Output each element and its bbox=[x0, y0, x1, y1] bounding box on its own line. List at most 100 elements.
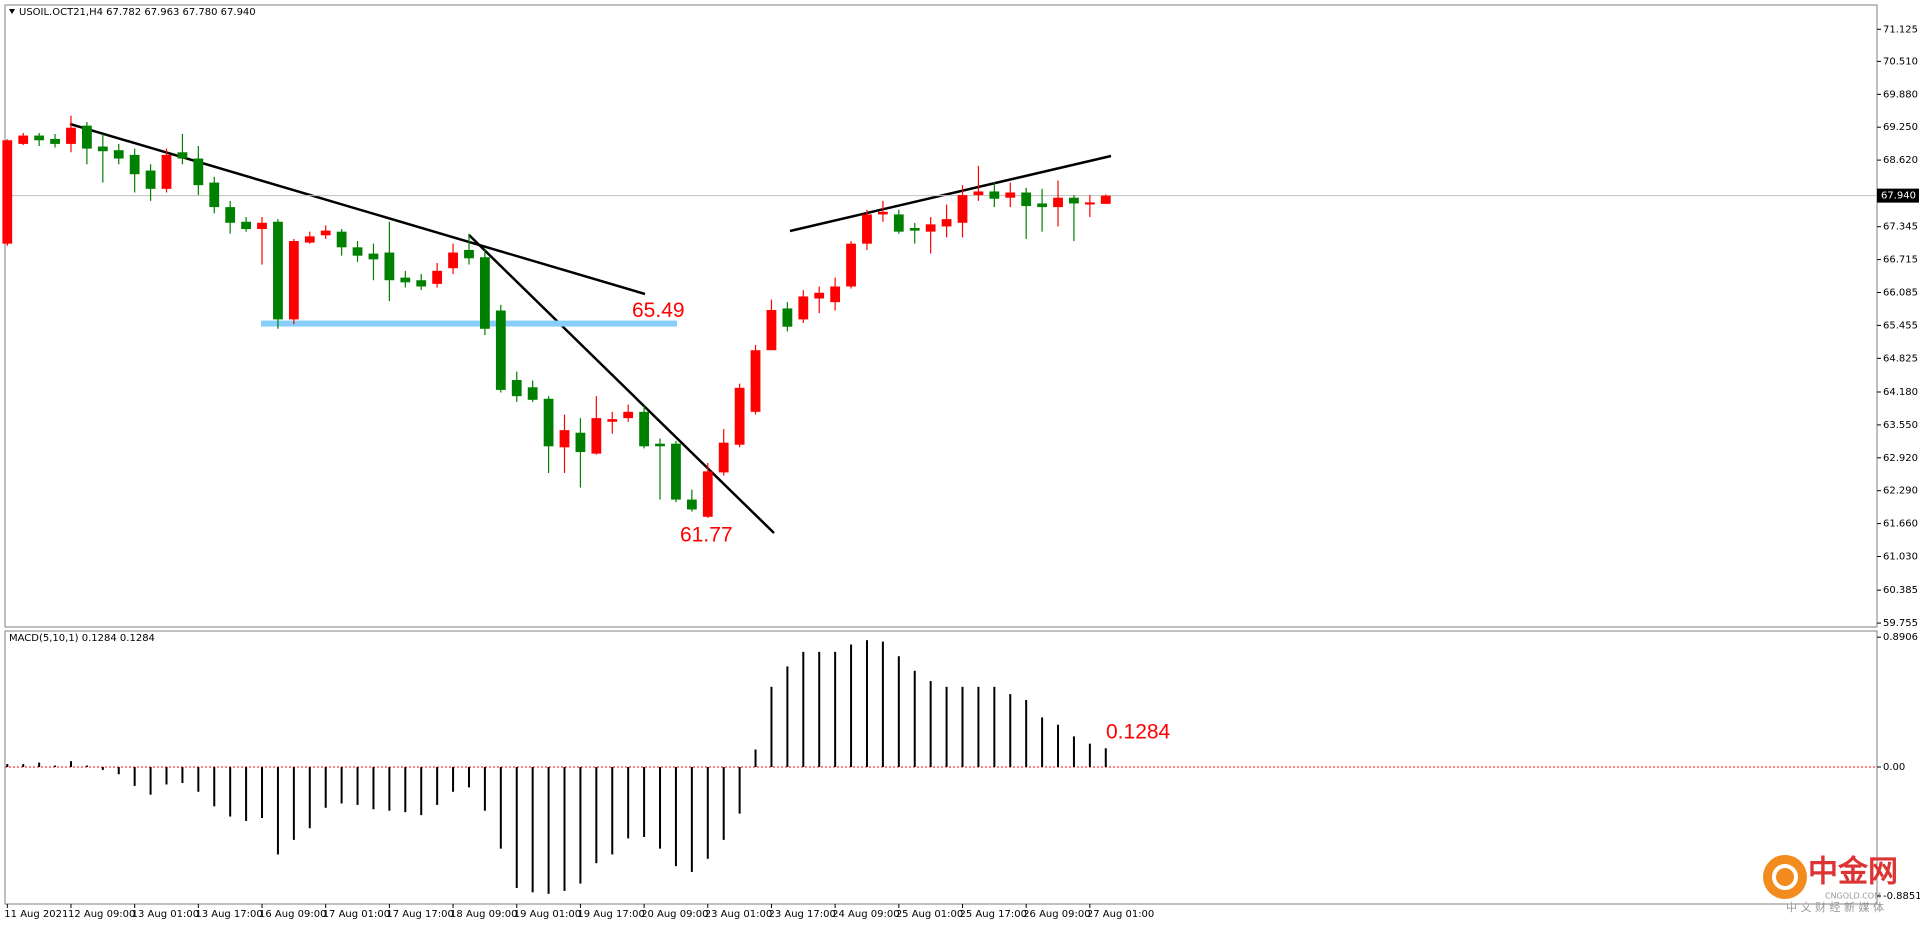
x-tick-label: 26 Aug 09:00 bbox=[1023, 909, 1090, 920]
candle-body bbox=[989, 191, 1000, 199]
x-tick-label: 25 Aug 17:00 bbox=[960, 909, 1027, 920]
x-tick-label: 11 Aug 2021 bbox=[4, 909, 68, 920]
candle-body bbox=[941, 219, 952, 227]
y-tick-label: 64.180 bbox=[1883, 387, 1918, 398]
candle-body bbox=[623, 411, 634, 419]
macd-bar bbox=[659, 766, 662, 849]
macd-bar bbox=[531, 766, 534, 893]
y-tick-label: 66.715 bbox=[1883, 255, 1918, 266]
candle-body bbox=[1037, 203, 1047, 208]
macd-bar bbox=[420, 766, 423, 816]
macd-bar bbox=[85, 765, 88, 767]
candle-body bbox=[320, 230, 331, 236]
symbol-header: USOIL.OCT21,H4 67.782 67.963 67.780 67.9… bbox=[19, 7, 256, 18]
y-tick-label: 64.825 bbox=[1883, 353, 1918, 364]
macd-bar bbox=[276, 766, 279, 855]
macd-bar bbox=[1009, 694, 1012, 767]
macd-bar bbox=[1072, 736, 1075, 767]
candle-body bbox=[798, 296, 809, 320]
macd-panel bbox=[4, 630, 1878, 905]
macd-bar bbox=[977, 686, 980, 767]
y-tick-label: 0.8906 bbox=[1883, 632, 1918, 643]
candle-body bbox=[145, 170, 156, 189]
macd-bar bbox=[563, 766, 566, 891]
watermark: 中金网 CNGOLD.COM 中 文 财 经 新 媒 体 bbox=[1763, 855, 1898, 914]
macd-bar bbox=[324, 766, 327, 808]
y-tick-label: 71.125 bbox=[1883, 24, 1918, 35]
watermark-slogan: 中 文 财 经 新 媒 体 bbox=[1786, 900, 1884, 914]
candle-body bbox=[830, 286, 841, 303]
macd-bar bbox=[292, 766, 295, 840]
candle-body bbox=[1005, 192, 1016, 198]
macd-bar bbox=[133, 766, 136, 786]
candle-body bbox=[1069, 197, 1079, 204]
candle-body bbox=[575, 432, 586, 453]
candle-body bbox=[957, 195, 968, 223]
annotation: 61.77 bbox=[680, 523, 733, 546]
level-line bbox=[261, 320, 677, 327]
candle-body bbox=[161, 154, 172, 189]
candle-body bbox=[129, 154, 140, 175]
macd-bar bbox=[770, 686, 773, 767]
y-tick-label: 0.00 bbox=[1883, 762, 1905, 773]
y-tick-label: 63.550 bbox=[1883, 420, 1918, 431]
macd-bar bbox=[372, 766, 375, 810]
candle-body bbox=[750, 350, 761, 412]
watermark-name: 中金网 bbox=[1808, 855, 1898, 890]
macd-bar bbox=[786, 666, 789, 767]
macd-bar bbox=[1088, 743, 1091, 767]
candle-body bbox=[639, 411, 649, 447]
x-tick-label: 23 Aug 17:00 bbox=[768, 909, 835, 920]
macd-bar bbox=[754, 749, 757, 767]
candle-body bbox=[400, 277, 411, 283]
x-tick-label: 23 Aug 01:00 bbox=[705, 909, 772, 920]
candle-body bbox=[671, 443, 681, 500]
x-tick-label: 19 Aug 01:00 bbox=[514, 909, 581, 920]
macd-bar bbox=[738, 766, 741, 814]
candle-body bbox=[257, 222, 267, 230]
candle-body bbox=[559, 430, 570, 448]
x-tick-label: 17 Aug 01:00 bbox=[323, 909, 390, 920]
macd-bar bbox=[881, 641, 884, 767]
macd-bar bbox=[499, 766, 502, 849]
candle-body bbox=[432, 270, 443, 284]
candle-body bbox=[34, 135, 45, 141]
y-tick-label: 68.620 bbox=[1883, 155, 1918, 166]
trendline bbox=[789, 154, 1112, 233]
y-tick-label: 70.510 bbox=[1883, 56, 1918, 67]
macd-bar bbox=[818, 651, 821, 767]
candle-body bbox=[1021, 192, 1032, 207]
y-tick-label: 69.880 bbox=[1883, 89, 1918, 100]
y-tick-label: -0.8851 bbox=[1883, 891, 1920, 902]
x-tick-label: 19 Aug 17:00 bbox=[577, 909, 644, 920]
candle-body bbox=[336, 231, 347, 248]
macd-bar bbox=[117, 766, 120, 775]
x-tick-label: 16 Aug 09:00 bbox=[259, 909, 326, 920]
candle-body bbox=[177, 152, 188, 159]
candle-body bbox=[862, 214, 872, 244]
macd-bar bbox=[961, 686, 964, 767]
candle-body bbox=[973, 191, 984, 196]
candle-body bbox=[1084, 202, 1095, 205]
candle-body bbox=[909, 228, 920, 231]
candle-body bbox=[1100, 195, 1111, 204]
candle-body bbox=[464, 249, 474, 259]
candle-body bbox=[113, 150, 124, 159]
price-panel bbox=[4, 4, 1878, 628]
macd-bar bbox=[388, 766, 391, 811]
macd-bar bbox=[802, 651, 805, 767]
candle-body bbox=[893, 214, 904, 232]
candle-body bbox=[925, 224, 936, 232]
candle-body bbox=[543, 398, 554, 447]
candle-body bbox=[288, 241, 299, 320]
y-tick-label: 59.755 bbox=[1883, 618, 1918, 629]
candle-body bbox=[273, 221, 283, 320]
macd-bar bbox=[452, 766, 455, 792]
candle-body bbox=[527, 387, 538, 400]
macd-bar bbox=[1104, 748, 1107, 767]
x-tick-label: 20 Aug 09:00 bbox=[641, 909, 708, 920]
macd-bar bbox=[467, 766, 470, 788]
candle-body bbox=[1053, 197, 1063, 208]
macd-bar bbox=[834, 651, 837, 767]
